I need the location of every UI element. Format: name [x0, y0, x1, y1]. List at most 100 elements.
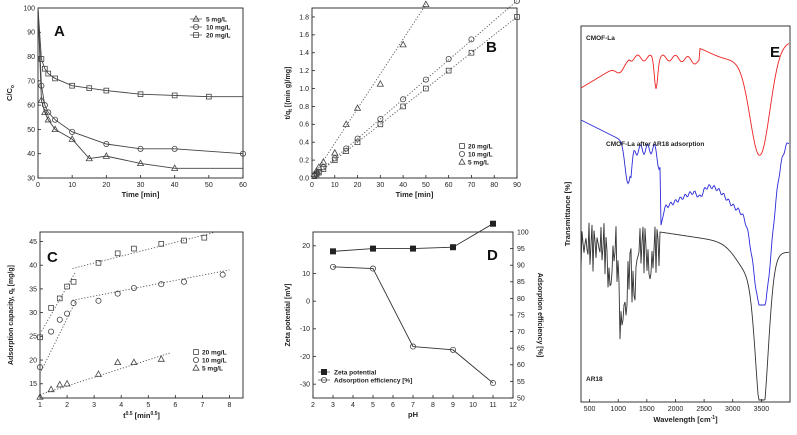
data-point [103, 140, 110, 147]
y2-tick-label: 100 [517, 229, 529, 236]
y-axis-label: t/qt [(min g)/mg] [285, 67, 294, 120]
data-point [45, 109, 52, 116]
x-axis-label-sup: -1 [711, 415, 716, 421]
legend-label: 5 mg/L [206, 17, 227, 24]
x-tick-label: 1500 [639, 406, 655, 413]
x-axis-label: Wavelength [cm-1] [653, 415, 718, 424]
data-point [468, 36, 475, 43]
x-tick-label: 80 [490, 182, 498, 189]
data-point [45, 70, 52, 77]
legend-label: 5 mg/L [202, 366, 223, 373]
series-line [37, 7, 243, 98]
x-tick-label: 7 [200, 402, 204, 409]
plot-frame [39, 231, 244, 399]
data-point [171, 92, 178, 99]
x-tick-label: 3 [92, 402, 96, 409]
fit-line [39, 352, 171, 396]
x-tick-label: 30 [376, 182, 384, 189]
data-point [38, 56, 45, 62]
data-point [400, 96, 407, 103]
legend-marker [192, 23, 199, 30]
y2-tick-label: 60 [517, 362, 525, 369]
y2-tick-label: 55 [517, 379, 525, 386]
series-line [37, 7, 243, 169]
spectrum-label: CMOF-La [586, 35, 615, 42]
x-tick-label: 4 [351, 402, 355, 409]
spectrum-label: AR18 [586, 376, 603, 383]
y-tick-label: 35 [29, 286, 37, 293]
panel-d: 2 3 4 5 6 7 8 9 10 11 12 -30 -20 -10 0 10 20 50 55 60 65 70 75… [285, 220, 543, 419]
data-point [343, 148, 349, 154]
data-point [137, 145, 144, 152]
legend-marker [320, 376, 327, 383]
x-tick-label: 500 [584, 406, 596, 413]
x-tick-label: 2 [65, 402, 69, 409]
data-point [42, 65, 48, 72]
legend-marker [193, 32, 199, 38]
legend-label: Adsorption efficiency [%] [334, 378, 412, 385]
data-point [376, 80, 385, 87]
plot-frame [580, 25, 791, 403]
y-axis-label-sub: t [11, 288, 17, 290]
panel-letter: B [486, 39, 497, 56]
data-point [114, 358, 122, 366]
data-point [310, 170, 318, 178]
y-tick-label: 1.6 [299, 32, 309, 39]
data-point [489, 380, 496, 387]
x-tick-label: 1000 [610, 406, 626, 413]
x-tick-label: 7 [411, 402, 415, 409]
y-tick-label: 30 [29, 310, 37, 317]
y-tick-label: 10 [302, 271, 310, 278]
y-axis-label: Transmittance [%] [563, 181, 572, 246]
data-point [136, 159, 145, 167]
legend-label: 10 mg/L [468, 152, 493, 159]
x-tick-label: 30 [137, 182, 145, 189]
y-tick-label: 60 [27, 103, 35, 110]
data-point [171, 145, 178, 152]
data-point [422, 0, 430, 8]
data-point [449, 346, 456, 353]
x-axis-label-end: ] [715, 415, 718, 424]
y-tick-label: 25 [29, 334, 37, 341]
x-tick-label: 20 [102, 182, 110, 189]
data-point [219, 271, 226, 278]
data-point [181, 237, 187, 244]
data-point [409, 245, 416, 252]
x-tick-label: 70 [468, 182, 476, 189]
x-tick-label: 9 [451, 402, 455, 409]
data-point [52, 75, 58, 82]
panel-b: 0 10 20 30 40 50 60 70 80 90 0.0 0.2 0.4 0.6 0.8 1.0 1.2… [285, 0, 521, 199]
x-axis-label-unit: [min [133, 411, 151, 420]
data-point [64, 310, 71, 317]
data-point [369, 245, 376, 252]
x-tick-label: 5 [371, 402, 375, 409]
data-point [37, 364, 44, 371]
fit-line [72, 269, 230, 301]
data-point [422, 76, 429, 83]
y-tick-label: 40 [27, 151, 35, 158]
legend-label: Zeta potential [334, 370, 376, 377]
y-axis-label: Zeta potential [mV] [285, 283, 292, 346]
data-point [51, 125, 59, 133]
y-tick-label: 1.8 [299, 14, 309, 21]
data-point [342, 120, 350, 127]
legend-marker [192, 14, 200, 22]
data-point [48, 328, 55, 335]
data-point [36, 393, 44, 400]
x-tick-label: 60 [445, 182, 453, 189]
data-point [86, 85, 93, 91]
y2-tick-label: 80 [517, 296, 525, 303]
plot-frame [311, 7, 518, 179]
data-point [170, 164, 179, 171]
data-point [64, 283, 70, 290]
data-point [315, 163, 323, 170]
data-point [41, 108, 49, 116]
data-point [239, 150, 246, 157]
panel-letter: E [770, 44, 780, 61]
legend-label: 10 mg/L [202, 358, 227, 365]
data-point [377, 115, 384, 122]
y-tick-label: 80 [27, 54, 35, 61]
y-tick-label: 1.2 [299, 68, 309, 75]
data-point [400, 103, 406, 110]
